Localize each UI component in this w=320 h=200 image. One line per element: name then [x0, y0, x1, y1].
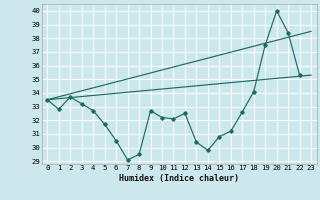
X-axis label: Humidex (Indice chaleur): Humidex (Indice chaleur) — [119, 174, 239, 183]
